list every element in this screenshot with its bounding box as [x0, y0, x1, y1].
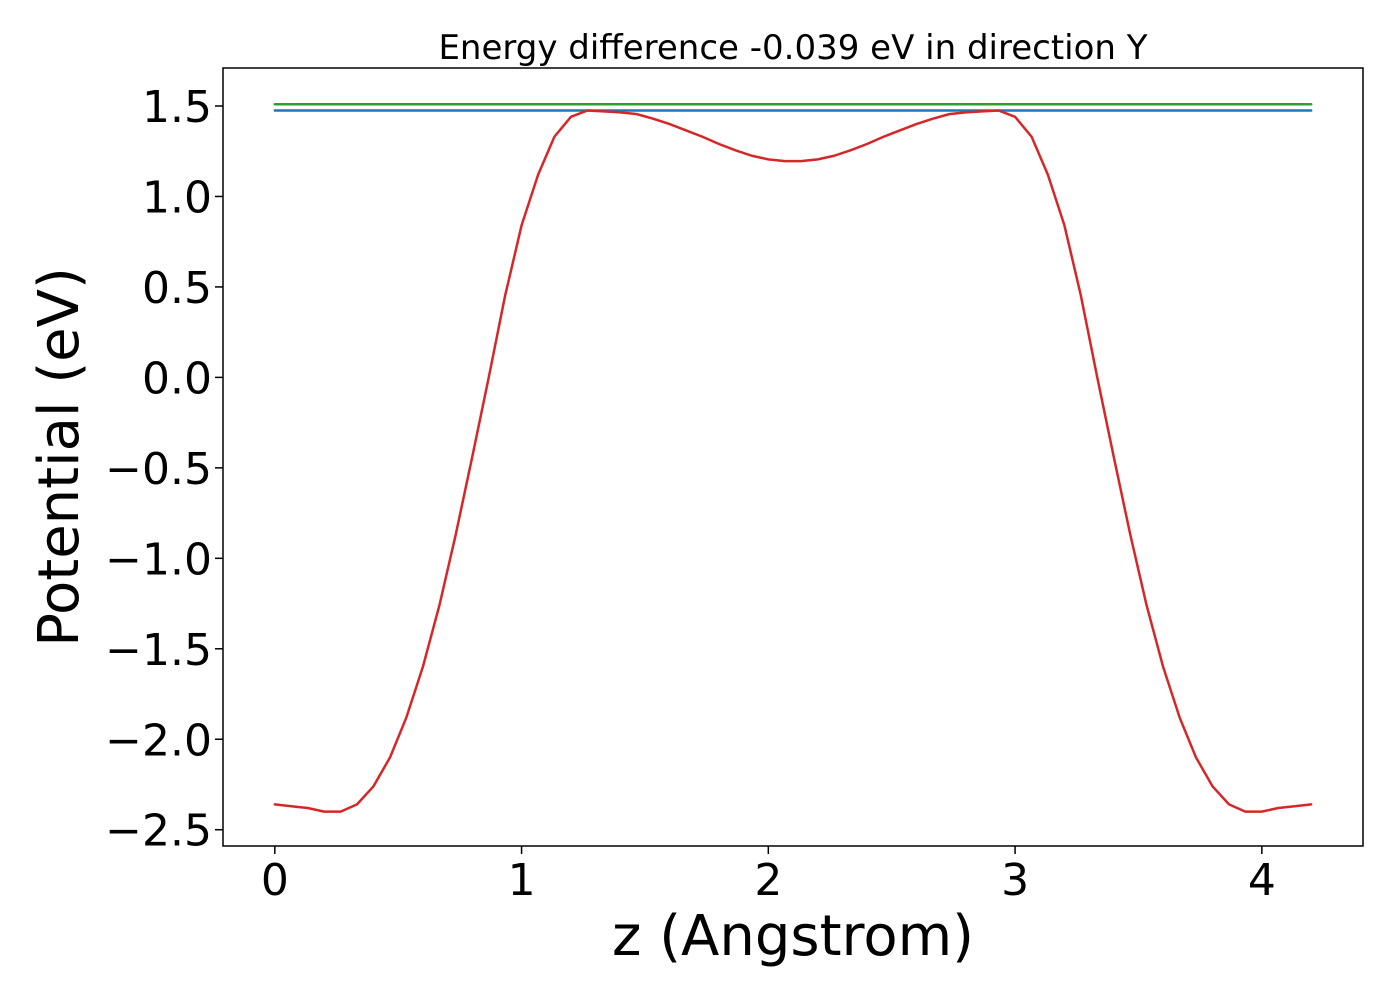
y-tick-label: 0.0: [142, 353, 212, 404]
y-tick-label: −1.0: [105, 534, 212, 585]
axes-frame: [222, 67, 1364, 847]
x-tick-label: 2: [754, 855, 782, 906]
x-tick-label: 1: [508, 855, 536, 906]
axis-ticks: 0 1 2 3 4 1.5 1.0 0.5 0.0 −0.5 −1.0 −1.5 −2.0 −2.5: [105, 82, 1276, 906]
x-tick-label: 3: [1001, 855, 1029, 906]
series-line-1: [273, 109, 1313, 813]
y-tick-label: 1.0: [142, 172, 212, 223]
y-tick-label: −0.5: [105, 444, 212, 495]
y-tick-label: −2.5: [105, 806, 212, 857]
x-tick-label: 0: [261, 855, 289, 906]
x-axis-label: z (Angstrom): [612, 904, 974, 969]
y-tick-label: 0.5: [142, 263, 212, 314]
y-tick-label: −2.0: [105, 715, 212, 766]
x-tick-label: 4: [1248, 855, 1276, 906]
y-tick-label: −1.5: [105, 625, 212, 676]
chart-title: Energy difference -0.039 eV in direction…: [438, 28, 1147, 68]
y-axis-label: Potential (eV): [27, 267, 92, 647]
plot-area: [273, 102, 1313, 813]
y-tick-label: 1.5: [142, 82, 212, 133]
